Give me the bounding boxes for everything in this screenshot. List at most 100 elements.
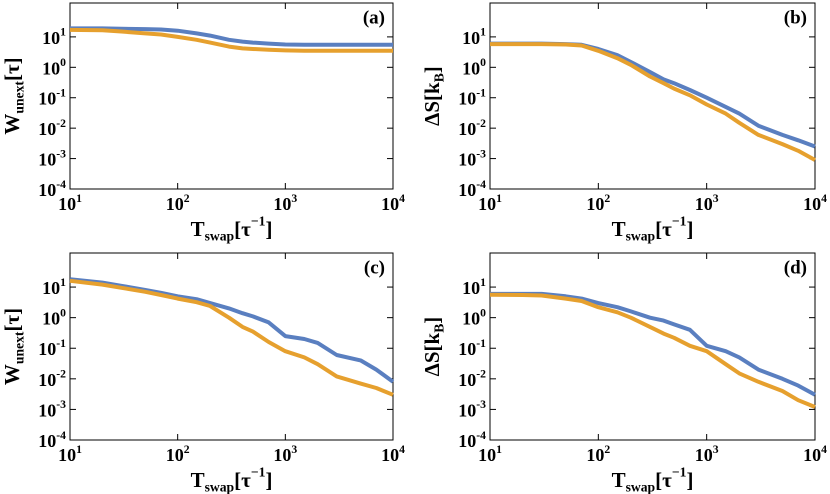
y-tick-label-part: 10 [38, 431, 56, 451]
y-tick-label-part: -1 [56, 86, 66, 99]
x-tick-label-part: 10 [586, 194, 604, 214]
y-tick-label-part: 1 [480, 25, 486, 38]
x-tick-label: 104 [803, 442, 827, 465]
y-tick-label-part: -3 [56, 147, 66, 160]
data-line [490, 291, 816, 397]
y-tick-label-part: 10 [38, 119, 56, 139]
y-tick-label-part: 10 [462, 278, 480, 298]
y-tick-label: 10-3 [38, 147, 66, 170]
x-tick-label-part: 10 [58, 194, 76, 214]
x-axis-label-part: −1 [672, 465, 687, 480]
y-tick-label-part: 10 [458, 180, 476, 200]
y-tick-label-part: 10 [42, 309, 60, 329]
y-tick-label-part: -4 [476, 428, 486, 441]
y-tick-label-part: 10 [42, 28, 60, 48]
y-axis-label: ΔS[kB] [420, 317, 447, 377]
y-axis-label-part: [τ] [0, 308, 24, 332]
y-tick-label: 100 [462, 56, 486, 79]
y-tick-label-part: 10 [458, 401, 476, 421]
y-tick-label: 10-1 [458, 337, 486, 360]
y-axis-label-part: [τ] [0, 57, 24, 81]
x-tick-label-part: 4 [821, 442, 827, 455]
x-tick-label: 104 [803, 191, 827, 214]
y-tick-label: 101 [42, 276, 66, 299]
y-tick-label-part: -3 [476, 398, 486, 411]
data-line [69, 27, 393, 53]
x-axis-label-part: swap [626, 228, 656, 243]
y-tick-label-part: 10 [42, 278, 60, 298]
y-axis-label: ΔS[kB] [420, 66, 447, 126]
x-tick-label-part: 10 [478, 445, 496, 465]
x-tick-label: 101 [58, 442, 82, 465]
y-tick-label-part: -3 [476, 147, 486, 160]
x-tick-label-part: 2 [604, 442, 610, 455]
x-tick-label-part: 10 [273, 194, 291, 214]
y-tick-label-part: 0 [480, 56, 486, 69]
data-line [490, 42, 816, 162]
y-tick-label-part: 10 [462, 58, 480, 78]
y-tick-label-part: 10 [458, 119, 476, 139]
x-tick-label: 101 [478, 442, 502, 465]
y-tick-label-part: 10 [38, 180, 56, 200]
y-tick-label-part: 10 [462, 309, 480, 329]
y-tick-label-part: 10 [38, 339, 56, 359]
x-tick-label: 102 [586, 442, 610, 465]
x-tick-label: 103 [273, 442, 297, 465]
data-line [69, 277, 395, 384]
y-axis-label-part: ΔS[k [420, 332, 444, 376]
y-tick-label: 10-1 [38, 337, 66, 360]
plot-frame [489, 2, 816, 190]
x-axis-label-part: swap [205, 228, 235, 243]
y-axis-label: Wunext[τ] [0, 57, 26, 134]
y-tick-label: 100 [42, 306, 66, 329]
y-tick-label-part: 10 [458, 89, 476, 109]
x-tick-label-part: 10 [803, 445, 821, 465]
y-tick-label: 10-4 [38, 428, 66, 451]
x-tick-label: 104 [381, 442, 405, 465]
x-tick-label: 102 [586, 191, 610, 214]
x-axis-label-part: −1 [672, 214, 687, 229]
x-tick-label-part: 10 [695, 445, 713, 465]
x-axis-label-part: [τ [655, 217, 672, 241]
y-tick-label-part: 10 [38, 370, 56, 390]
y-axis-label-part: ΔS[k [420, 82, 444, 126]
x-tick-label: 103 [695, 442, 719, 465]
y-tick-label-part: -3 [56, 398, 66, 411]
plot-frame [69, 252, 394, 441]
y-tick-label-part: -4 [56, 428, 66, 441]
x-tick-label-part: 3 [713, 191, 719, 204]
x-axis-label-part: [τ [234, 468, 251, 492]
x-tick-label-part: 4 [399, 191, 405, 204]
y-tick-label: 10-2 [38, 367, 66, 390]
y-tick-label-part: 1 [480, 276, 486, 289]
x-axis-label-part: swap [626, 479, 656, 494]
y-tick-label: 100 [462, 306, 486, 329]
x-tick-label-part: 3 [291, 442, 297, 455]
y-tick-label-part: 1 [60, 276, 66, 289]
y-tick-label-part: 10 [462, 28, 480, 48]
x-axis-label-part: swap [205, 479, 235, 494]
y-tick-label: 101 [462, 276, 486, 299]
y-axis-label-part: W [0, 114, 24, 135]
x-tick-label-part: 1 [496, 191, 502, 204]
x-tick-label-part: 1 [76, 191, 82, 204]
x-tick-label-part: 4 [399, 442, 405, 455]
y-tick-label-part: 10 [458, 339, 476, 359]
x-axis-label-part: −1 [251, 465, 266, 480]
y-tick-label: 10-4 [458, 177, 486, 200]
x-tick-label-part: 3 [713, 442, 719, 455]
x-tick-label-part: 1 [76, 442, 82, 455]
y-tick-label: 10-1 [38, 86, 66, 109]
x-tick-label-part: 2 [604, 191, 610, 204]
x-tick-label-part: 10 [586, 445, 604, 465]
x-tick-label-part: 10 [381, 445, 399, 465]
x-axis-label-part: T [191, 468, 205, 492]
plot-frame [489, 252, 816, 441]
x-tick-label: 101 [58, 191, 82, 214]
y-tick-label-part: 10 [38, 89, 56, 109]
y-tick-label-part: -2 [56, 117, 66, 130]
x-axis-label: Tswap[τ−1] [191, 465, 273, 494]
data-line [69, 278, 394, 397]
y-tick-label-part: 10 [458, 150, 476, 170]
